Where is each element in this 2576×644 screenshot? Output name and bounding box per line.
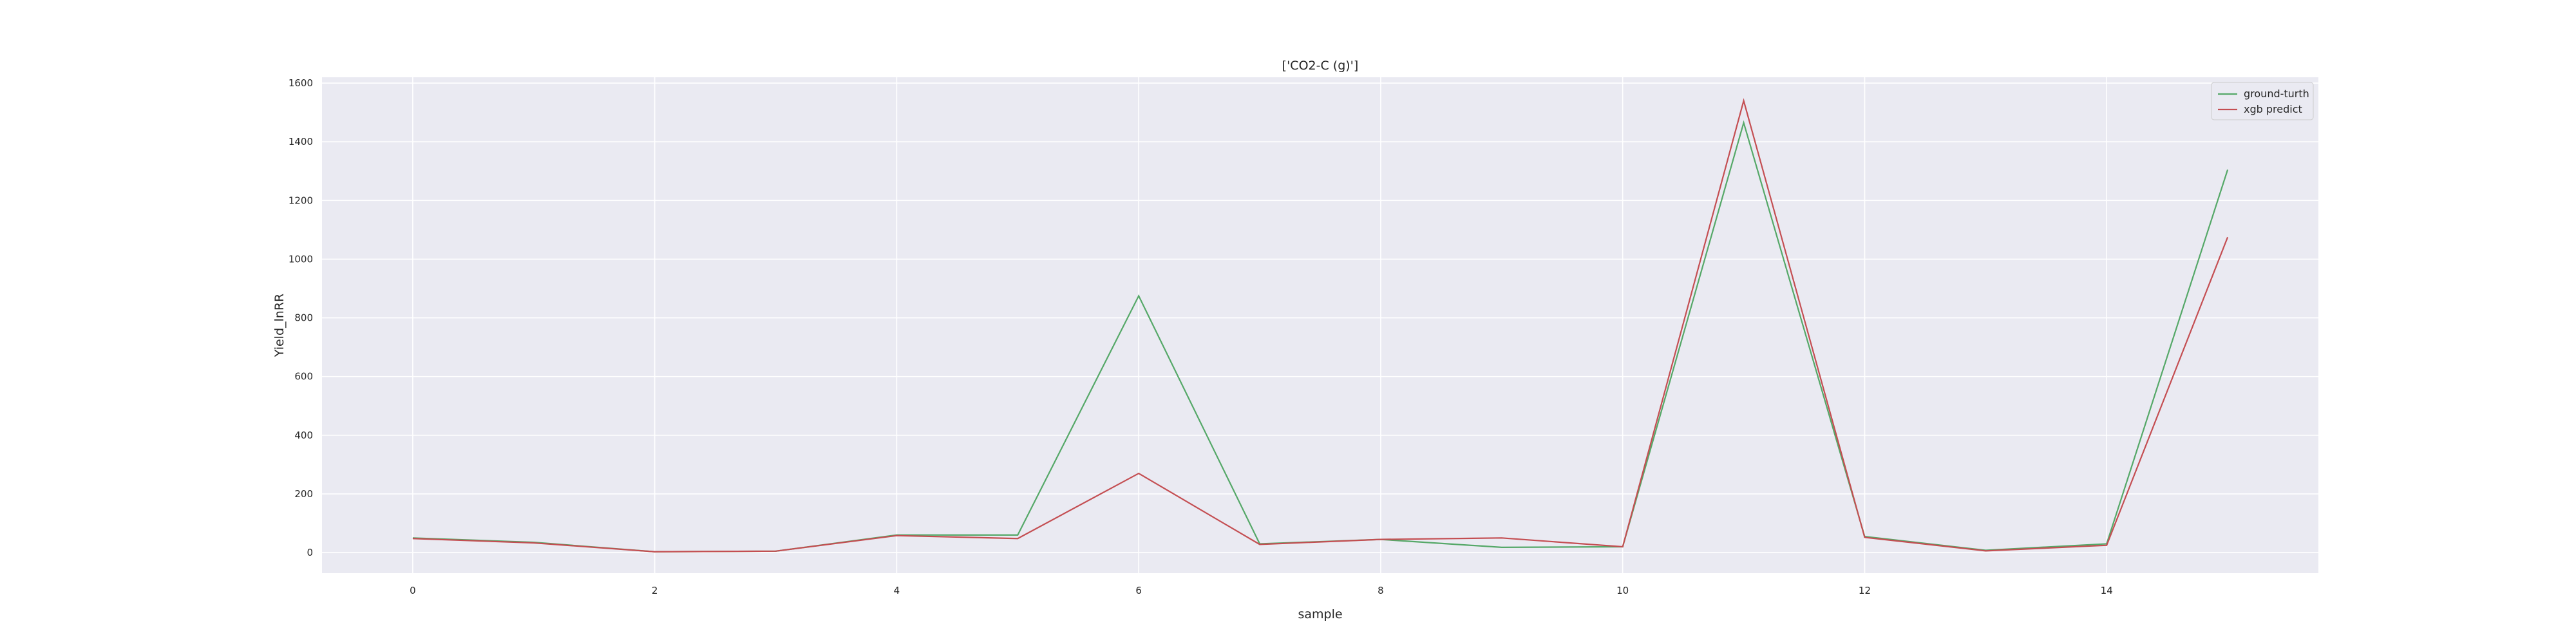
- x-tick-label: 0: [410, 585, 416, 596]
- x-tick-label: 10: [1616, 585, 1629, 596]
- legend-label-1: ground-turth: [2244, 88, 2309, 100]
- y-tick-label: 1000: [289, 253, 313, 265]
- x-tick-label: 2: [652, 585, 658, 596]
- plot-area: [322, 77, 2318, 573]
- chart-title: ['CO2-C (g)']: [1282, 59, 1359, 73]
- x-tick-label: 12: [1859, 585, 1871, 596]
- x-tick-label: 8: [1378, 585, 1384, 596]
- y-tick-label: 400: [294, 430, 313, 441]
- y-tick-label: 0: [307, 547, 313, 558]
- series-lines: [412, 98, 2229, 553]
- x-axis-ticks: 0 2 4 6 8 10 12 14: [410, 585, 2113, 596]
- legend: ground-turth xgb predict: [2211, 82, 2314, 120]
- y-axis-label: Yield_lnRR: [272, 294, 287, 357]
- y-axis-ticks: 0 200 400 600 800 1000 1200 1400 1600: [289, 77, 313, 558]
- y-tick-label: 1400: [289, 136, 313, 147]
- legend-box: [2211, 82, 2314, 120]
- y-tick-label: 1600: [289, 77, 313, 89]
- x-tick-label: 4: [894, 585, 900, 596]
- series-line-2: [412, 98, 2229, 553]
- y-tick-label: 600: [294, 371, 313, 383]
- grid-lines: [322, 77, 2318, 573]
- y-tick-label: 200: [294, 488, 313, 500]
- y-tick-label: 800: [294, 312, 313, 324]
- y-tick-label: 1200: [289, 194, 313, 206]
- x-axis-label: sample: [1298, 607, 1342, 621]
- legend-label-2: xgb predict: [2244, 103, 2302, 115]
- x-tick-label: 6: [1135, 585, 1142, 596]
- x-tick-label: 14: [2101, 585, 2113, 596]
